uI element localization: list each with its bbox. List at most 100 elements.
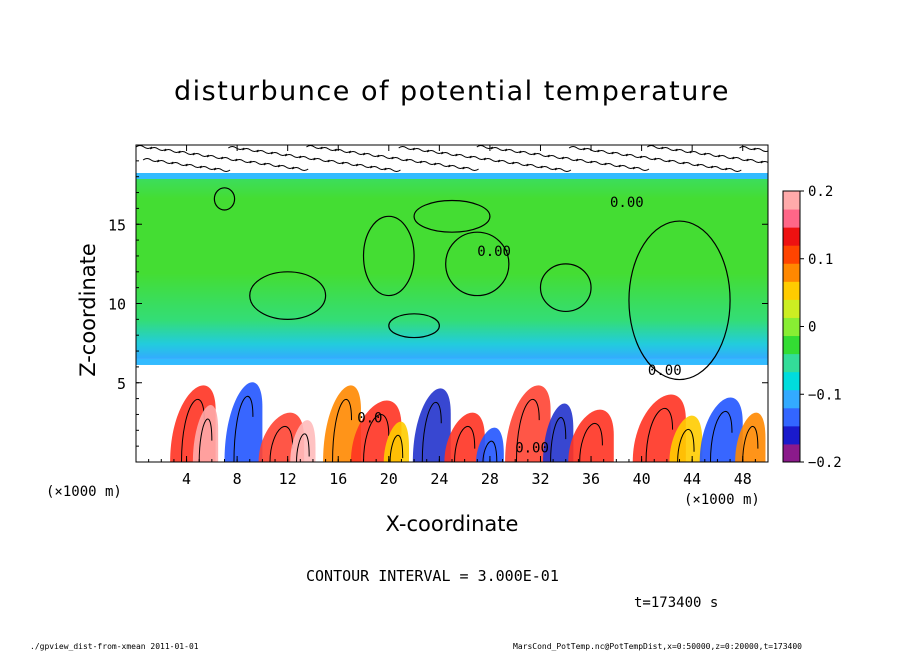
top-band-contour bbox=[185, 164, 202, 168]
top-band-contour bbox=[618, 165, 636, 169]
top-band-contour bbox=[504, 149, 522, 153]
plume-contour bbox=[198, 418, 213, 462]
top-band-contour bbox=[242, 148, 259, 152]
plume bbox=[568, 409, 614, 462]
top-band-contour bbox=[228, 146, 245, 150]
top-band-contour bbox=[178, 151, 195, 155]
contour-line bbox=[388, 313, 440, 339]
colorbar-tick-label: 0.1 bbox=[808, 252, 833, 268]
contour-line bbox=[539, 263, 592, 313]
top-band-contour bbox=[448, 165, 465, 169]
top-band-contour bbox=[611, 152, 628, 156]
top-band-contour bbox=[341, 162, 359, 166]
y-tick-label: 15 bbox=[108, 216, 126, 234]
colorbar-segment bbox=[783, 335, 800, 355]
contour-line bbox=[413, 199, 491, 233]
chart-title: disturbunce of potential temperature bbox=[174, 76, 730, 107]
x-tick-label: 40 bbox=[633, 470, 651, 488]
top-band-contour bbox=[675, 149, 692, 153]
colorbar-segment bbox=[783, 317, 800, 337]
plume-contour bbox=[515, 398, 540, 462]
contour-line bbox=[362, 215, 415, 297]
top-band-contour bbox=[483, 158, 501, 162]
top-band-contour bbox=[739, 146, 756, 150]
top-band-contour bbox=[249, 161, 266, 165]
colorbar-segment bbox=[783, 227, 800, 246]
plume bbox=[323, 385, 361, 462]
top-band-contour bbox=[725, 168, 742, 172]
top-band-contour bbox=[334, 149, 352, 153]
top-band-contour bbox=[547, 155, 565, 159]
top-band-contour bbox=[767, 151, 768, 153]
colorbar-segment bbox=[783, 407, 800, 427]
top-band-contour bbox=[476, 145, 494, 149]
top-band-contour bbox=[355, 164, 373, 168]
top-band-contour bbox=[149, 147, 167, 151]
top-band-contour bbox=[306, 145, 323, 149]
top-band-contour bbox=[639, 156, 657, 160]
x-tick-label: 36 bbox=[582, 470, 600, 488]
plume-contour bbox=[742, 425, 759, 462]
plume-contour bbox=[454, 426, 476, 462]
colorbar-segment bbox=[783, 443, 800, 463]
x-axis-ticks: 4 8 12 16 20 24 28 32 36 40 44 48 bbox=[148, 145, 756, 488]
top-band-contour bbox=[526, 164, 543, 168]
top-band-contour bbox=[661, 147, 678, 151]
top-band-contour bbox=[235, 159, 252, 163]
colorbar-tick-label: 0 bbox=[808, 320, 816, 336]
contour-label: 0.00 bbox=[477, 244, 511, 260]
top-band-contour bbox=[561, 157, 579, 161]
plume-contour bbox=[482, 440, 498, 462]
top-band-contour bbox=[760, 161, 768, 164]
top-band-contour bbox=[753, 148, 768, 152]
x-tick-label: 8 bbox=[233, 470, 242, 488]
top-band-contour bbox=[263, 163, 281, 167]
x-unit-label-left: (×1000 m) bbox=[46, 484, 122, 500]
plume-contour bbox=[181, 398, 205, 462]
top-band-contour bbox=[199, 166, 217, 170]
y-axis-label: Z-coordinate bbox=[76, 243, 100, 377]
top-band-contour bbox=[426, 150, 444, 154]
plume-contour bbox=[579, 423, 603, 462]
top-band-contour bbox=[590, 161, 607, 165]
top-band-contour bbox=[384, 168, 401, 172]
top-band-contour bbox=[554, 168, 572, 172]
top-band-contour bbox=[646, 145, 664, 149]
top-band-contour bbox=[632, 167, 650, 171]
top-band-contour bbox=[291, 167, 309, 171]
top-band-contour bbox=[136, 145, 153, 149]
top-band-contour bbox=[220, 157, 238, 161]
top-band-contour bbox=[689, 151, 707, 155]
top-band-contour bbox=[519, 151, 536, 155]
x-tick-label: 24 bbox=[430, 470, 448, 488]
time-label: t=173400 s bbox=[634, 595, 719, 611]
plume bbox=[224, 382, 263, 462]
footer-right: MarsCond_PotTemp.nc@PotTempDist,x=0:5000… bbox=[513, 642, 802, 651]
top-band-contour bbox=[696, 164, 714, 168]
plume-contour bbox=[332, 398, 353, 462]
colorbar-segment bbox=[783, 263, 800, 282]
top-band-contour bbox=[284, 154, 302, 158]
x-tick-label: 28 bbox=[481, 470, 499, 488]
top-band-contour bbox=[370, 166, 387, 170]
colorbar-tick-label: −0.1 bbox=[808, 387, 842, 403]
contour-label: 0.0 bbox=[357, 410, 382, 426]
top-band-contour bbox=[377, 155, 394, 159]
plume-contour bbox=[296, 433, 310, 462]
plume bbox=[699, 397, 743, 462]
plot-area: 0.00 0.00 0.00 0.00 0.0 bbox=[136, 145, 768, 462]
top-band-contour bbox=[327, 160, 344, 164]
plume-contour bbox=[363, 413, 390, 462]
colorbar-segment bbox=[783, 299, 800, 318]
x-tick-label: 16 bbox=[329, 470, 347, 488]
colorbar-segment bbox=[783, 209, 800, 228]
top-boundary-band bbox=[136, 145, 768, 173]
top-band-contour bbox=[568, 146, 586, 150]
top-band-contour bbox=[433, 163, 451, 167]
top-band-contour bbox=[469, 156, 486, 160]
plume-contour bbox=[677, 428, 695, 462]
top-band-contour bbox=[164, 149, 181, 153]
top-band-contour bbox=[597, 150, 614, 154]
interface-strip bbox=[136, 358, 768, 365]
